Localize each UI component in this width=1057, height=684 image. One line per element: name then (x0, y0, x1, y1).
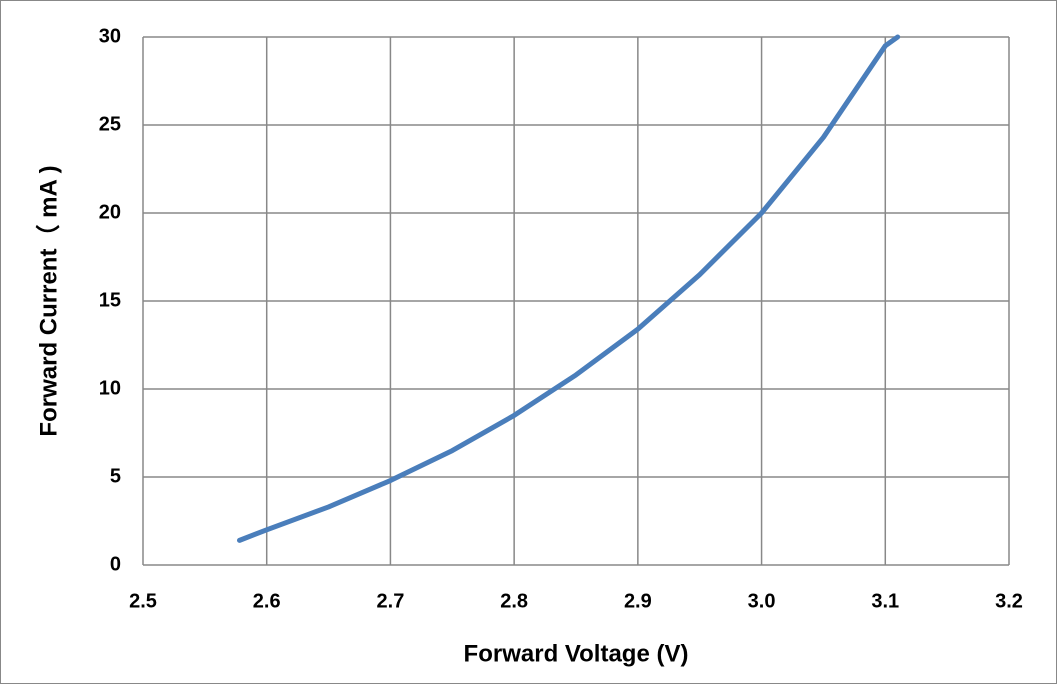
y-tick-label: 15 (99, 289, 121, 311)
y-tick-label: 30 (99, 25, 121, 47)
x-tick-label: 2.5 (129, 590, 157, 612)
y-tick-label: 25 (99, 113, 121, 135)
y-tick-label: 20 (99, 201, 121, 223)
y-tick-label: 5 (110, 465, 121, 487)
data-line (236, 34, 901, 543)
y-tick-label: 10 (99, 377, 121, 399)
x-tick-label: 2.9 (624, 590, 652, 612)
x-axis-label: Forward Voltage (V) (464, 640, 689, 667)
x-tick-label: 2.6 (253, 590, 281, 612)
y-tick-label: 0 (110, 553, 121, 575)
y-axis-label: Forward Current（ mA ) (35, 165, 62, 436)
x-tick-label: 2.7 (377, 590, 405, 612)
x-tick-label: 3.0 (748, 590, 776, 612)
x-tick-label: 3.2 (995, 590, 1023, 612)
x-tick-label: 3.1 (871, 590, 899, 612)
x-tick-label: 2.8 (500, 590, 528, 612)
